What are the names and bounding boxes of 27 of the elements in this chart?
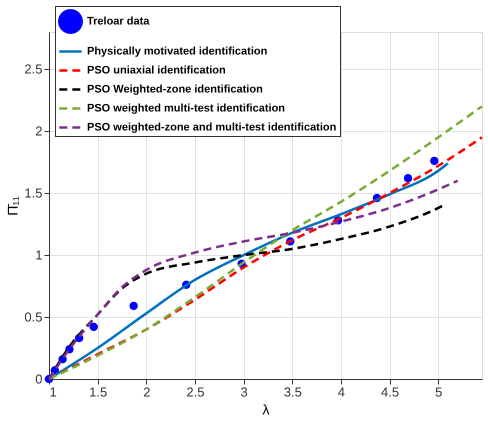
x-tick-label: 1.5 <box>89 384 108 400</box>
y-tick-label: 1.5 <box>24 186 42 201</box>
point <box>90 322 98 332</box>
x-tick-label: 1 <box>50 384 57 400</box>
legend-label: PSO weighted-zone and multi-test identification <box>87 122 337 134</box>
legend-label: Treloar data <box>87 16 150 28</box>
point <box>404 174 412 182</box>
x-tick-label: 2.5 <box>186 384 204 400</box>
point <box>129 302 138 310</box>
y-tick-label: 0.5 <box>24 310 42 325</box>
legend-label: Physically motivated identification <box>87 46 268 58</box>
x-tick-label: 4.5 <box>381 384 400 400</box>
y-tick-label: 2.5 <box>24 62 42 77</box>
legend-label: PSO Weighted-zone identification <box>87 84 264 96</box>
x-tick-label: 3 <box>240 384 248 400</box>
y-tick-label: 1 <box>35 248 42 263</box>
x-tick-label: 4 <box>338 384 346 400</box>
y-tick-label: 0 <box>35 372 42 386</box>
y-axis-title: Π̄₁₁ <box>4 196 20 216</box>
legend-label: PSO uniaxial identification <box>87 64 226 76</box>
y-tick-label: 2 <box>35 124 42 139</box>
legend-label: PSO weighted multi-test identification <box>87 102 286 114</box>
x-tick-label: 3.5 <box>284 384 302 400</box>
point <box>430 156 439 166</box>
x-tick-label: 5 <box>435 384 442 400</box>
x-tick-label: 2 <box>143 384 150 400</box>
x-axis-title: λ <box>262 402 270 418</box>
